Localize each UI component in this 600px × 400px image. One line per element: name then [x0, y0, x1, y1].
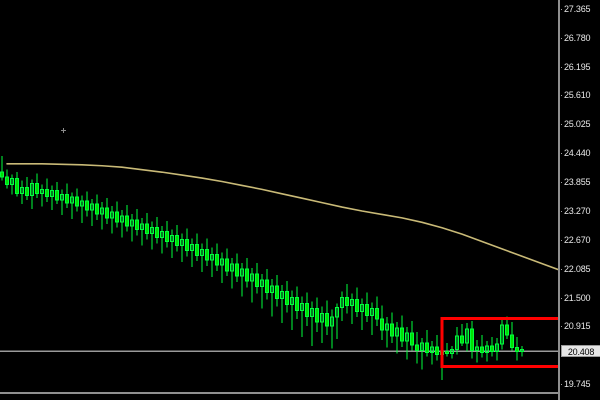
price-axis-tick: ·23.855: [560, 176, 600, 188]
price-axis-tick-label: 22.085: [564, 263, 591, 274]
price-axis-tick: ·27.365: [560, 3, 600, 15]
price-axis-tick: ·19.745: [560, 378, 600, 390]
price-axis-tick: ·20.915: [560, 320, 600, 332]
crosshair-cursor-icon: [61, 128, 66, 133]
chart-canvas: [0, 155, 558, 381]
price-axis-tick-label: 23.855: [564, 176, 591, 187]
price-axis-tick: ·26.780: [560, 32, 600, 44]
price-axis-tick-label: 24.440: [564, 147, 591, 158]
price-axis-tick: ·25.610: [560, 89, 600, 101]
candlestick-series: [0, 155, 525, 381]
price-axis-tick-label: 20.915: [564, 321, 591, 332]
tick-mark-icon: ·: [560, 321, 563, 332]
price-scale-panel[interactable]: ·27.365·26.780·26.195·25.610·25.025·24.4…: [558, 0, 600, 400]
tick-mark-icon: ·: [560, 235, 563, 246]
price-axis-tick-label: 26.195: [564, 61, 591, 72]
tick-mark-icon: ·: [560, 147, 563, 158]
price-axis-tick-label: 22.670: [564, 235, 591, 246]
tick-mark-icon: ·: [560, 61, 563, 72]
price-axis-tick-label: 23.270: [564, 205, 591, 216]
moving-average-line: [6, 162, 558, 271]
price-axis-tick: ·25.025: [560, 118, 600, 130]
price-axis-tick-label: 21.500: [564, 292, 591, 303]
price-axis-tick-label: 27.365: [564, 4, 591, 15]
tick-mark-icon: ·: [560, 90, 563, 101]
price-axis-tick: ·22.085: [560, 263, 600, 275]
tick-mark-icon: ·: [560, 205, 563, 216]
tick-mark-icon: ·: [560, 4, 563, 15]
chart-plot-area[interactable]: [0, 0, 558, 392]
price-axis-tick: ·23.270: [560, 205, 600, 217]
tick-mark-icon: ·: [560, 378, 563, 389]
annotation-rectangle[interactable]: [440, 317, 558, 368]
price-axis-tick-label: 25.025: [564, 119, 591, 130]
price-axis-tick-label: 25.610: [564, 90, 591, 101]
tick-mark-icon: ·: [560, 119, 563, 130]
tick-mark-icon: ·: [560, 32, 563, 43]
price-axis-tick: ·21.500: [560, 292, 600, 304]
tick-mark-icon: ·: [560, 263, 563, 274]
tick-mark-icon: ·: [560, 176, 563, 187]
tick-mark-icon: ·: [560, 292, 563, 303]
price-axis-tick-label: 26.780: [564, 32, 591, 43]
price-axis-tick: ·26.195: [560, 61, 600, 73]
current-price-badge[interactable]: 20.408: [561, 345, 600, 358]
price-axis-tick: ·22.670: [560, 234, 600, 246]
time-axis-bar[interactable]: [0, 392, 558, 400]
price-axis-tick: ·24.440: [560, 147, 600, 159]
price-axis-tick-label: 19.745: [564, 378, 591, 389]
